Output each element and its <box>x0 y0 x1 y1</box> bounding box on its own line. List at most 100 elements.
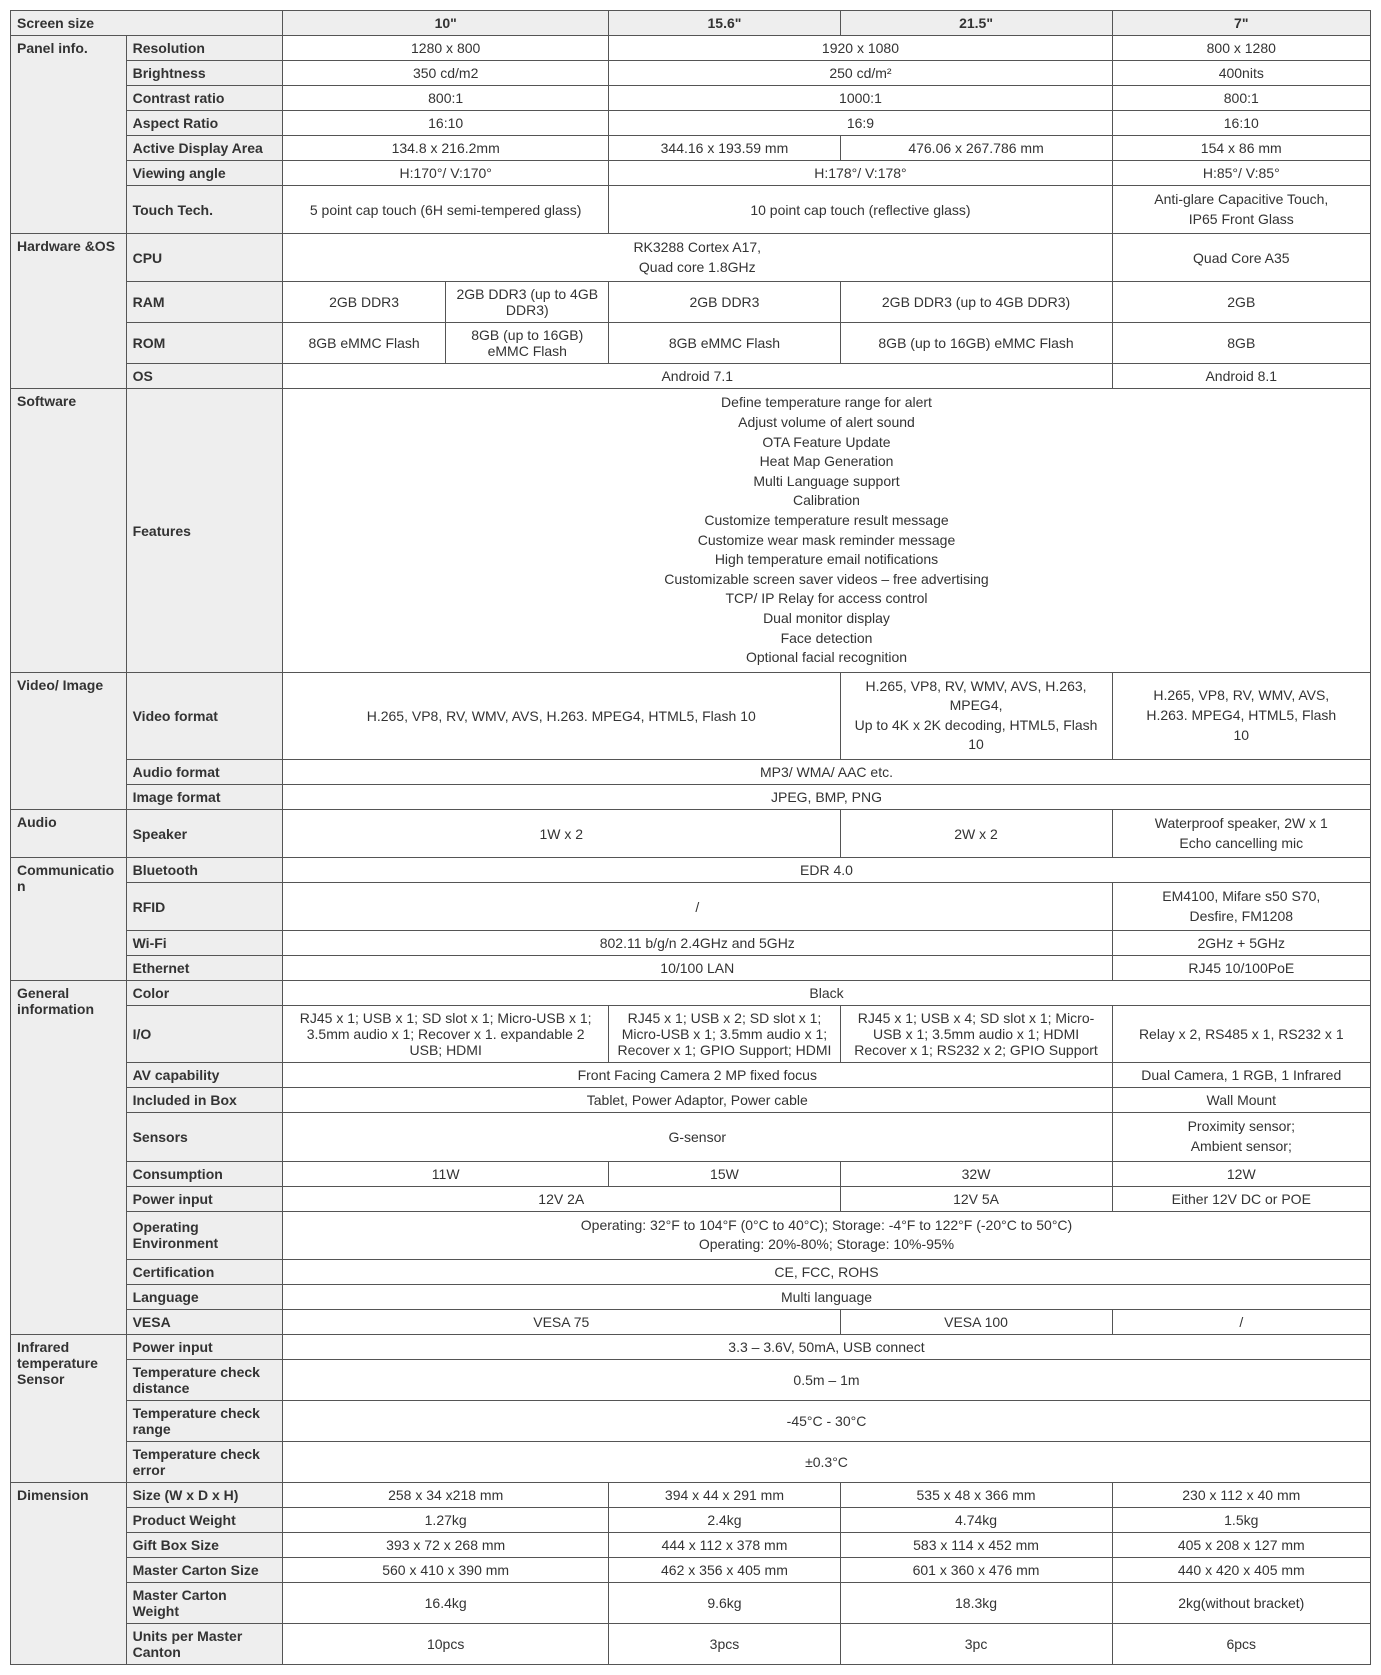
val: 11W <box>282 1161 608 1186</box>
val: 1280 x 800 <box>282 36 608 61</box>
val: 1.5kg <box>1112 1507 1370 1532</box>
val: Relay x 2, RS485 x 1, RS232 x 1 <box>1112 1006 1370 1063</box>
lab-aspect: Aspect Ratio <box>126 111 282 136</box>
val: 4.74kg <box>840 1507 1112 1532</box>
col-215: 21.5" <box>840 11 1112 36</box>
val: 12V 2A <box>282 1186 840 1211</box>
val: 2.4kg <box>609 1507 840 1532</box>
lab-ram: RAM <box>126 282 282 323</box>
lab-cpu: CPU <box>126 234 282 282</box>
lab-vesa: VESA <box>126 1309 282 1334</box>
val: 583 x 114 x 452 mm <box>840 1532 1112 1557</box>
lab-resolution: Resolution <box>126 36 282 61</box>
val: H.265, VP8, RV, WMV, AVS,H.263. MPEG4, H… <box>1112 672 1370 759</box>
val: RJ45 10/100PoE <box>1112 956 1370 981</box>
val: 444 x 112 x 378 mm <box>609 1532 840 1557</box>
val: 2GB DDR3 (up to 4GB DDR3) <box>840 282 1112 323</box>
val: RK3288 Cortex A17,Quad core 1.8GHz <box>282 234 1112 282</box>
val: Android 8.1 <box>1112 364 1370 389</box>
val: 5 point cap touch (6H semi-tempered glas… <box>282 186 608 234</box>
val: 2GB <box>1112 282 1370 323</box>
cat-hw: Hardware &OS <box>11 234 127 389</box>
val: Multi language <box>282 1284 1370 1309</box>
val: 32W <box>840 1161 1112 1186</box>
val: Wall Mount <box>1112 1088 1370 1113</box>
val: / <box>282 883 1112 931</box>
val: 230 x 112 x 40 mm <box>1112 1482 1370 1507</box>
col-7: 7" <box>1112 11 1370 36</box>
lab-active: Active Display Area <box>126 136 282 161</box>
val: 10/100 LAN <box>282 956 1112 981</box>
val: 1000:1 <box>609 86 1112 111</box>
lab-color: Color <box>126 981 282 1006</box>
col-156: 15.6" <box>609 11 840 36</box>
val: 350 cd/m2 <box>282 61 608 86</box>
val: 8GB (up to 16GB) eMMC Flash <box>840 323 1112 364</box>
val: -45°C - 30°C <box>282 1400 1370 1441</box>
val: 2GB DDR3 <box>609 282 840 323</box>
val: RJ45 x 1; USB x 1; SD slot x 1; Micro-US… <box>282 1006 608 1063</box>
val: 1920 x 1080 <box>609 36 1112 61</box>
lab-rom: ROM <box>126 323 282 364</box>
val: JPEG, BMP, PNG <box>282 785 1370 810</box>
lab-speaker: Speaker <box>126 810 282 858</box>
lab-bt: Bluetooth <box>126 858 282 883</box>
val: 3.3 – 3.6V, 50mA, USB connect <box>282 1334 1370 1359</box>
cat-comm: Communication <box>11 858 127 981</box>
val: Proximity sensor;Ambient sensor; <box>1112 1113 1370 1161</box>
lab-irerr: Temperature check error <box>126 1441 282 1482</box>
val: VESA 100 <box>840 1309 1112 1334</box>
val: 1W x 2 <box>282 810 840 858</box>
lab-irpin: Power input <box>126 1334 282 1359</box>
val: 2kg(without bracket) <box>1112 1582 1370 1623</box>
screen-size-header: Screen size <box>11 11 283 36</box>
lab-av: AV capability <box>126 1063 282 1088</box>
val: 10 point cap touch (reflective glass) <box>609 186 1112 234</box>
val: 2GB DDR3 (up to 4GB DDR3) <box>446 282 609 323</box>
lab-features: Features <box>126 389 282 672</box>
val: 800:1 <box>282 86 608 111</box>
lab-lang: Language <box>126 1284 282 1309</box>
val: 344.16 x 193.59 mm <box>609 136 840 161</box>
lab-wifi: Wi-Fi <box>126 931 282 956</box>
lab-sensors: Sensors <box>126 1113 282 1161</box>
val: H:178°/ V:178° <box>609 161 1112 186</box>
val: 800 x 1280 <box>1112 36 1370 61</box>
val: Either 12V DC or POE <box>1112 1186 1370 1211</box>
val: 16:9 <box>609 111 1112 136</box>
val: 462 x 356 x 405 mm <box>609 1557 840 1582</box>
val: 2GB DDR3 <box>282 282 445 323</box>
lab-imagefmt: Image format <box>126 785 282 810</box>
val-features: Define temperature range for alertAdjust… <box>282 389 1370 672</box>
lab-irrange: Temperature check range <box>126 1400 282 1441</box>
val: Operating: 32°F to 104°F (0°C to 40°C); … <box>282 1211 1370 1259</box>
lab-mcw: Master Carton Weight <box>126 1582 282 1623</box>
val: 15W <box>609 1161 840 1186</box>
val: 12W <box>1112 1161 1370 1186</box>
val: H.265, VP8, RV, WMV, AVS, H.263. MPEG4, … <box>282 672 840 759</box>
val: H.265, VP8, RV, WMV, AVS, H.263, MPEG4,U… <box>840 672 1112 759</box>
val: 8GB eMMC Flash <box>609 323 840 364</box>
lab-irdist: Temperature check distance <box>126 1359 282 1400</box>
val: 2GHz + 5GHz <box>1112 931 1370 956</box>
val: Android 7.1 <box>282 364 1112 389</box>
val: 535 x 48 x 366 mm <box>840 1482 1112 1507</box>
cat-sw: Software <box>11 389 127 672</box>
val: H:170°/ V:170° <box>282 161 608 186</box>
lab-io: I/O <box>126 1006 282 1063</box>
val: 394 x 44 x 291 mm <box>609 1482 840 1507</box>
lab-rfid: RFID <box>126 883 282 931</box>
lab-brightness: Brightness <box>126 61 282 86</box>
spec-table: Screen size 10" 15.6" 21.5" 7" Panel inf… <box>10 10 1371 1665</box>
val: CE, FCC, ROHS <box>282 1259 1370 1284</box>
lab-eth: Ethernet <box>126 956 282 981</box>
val: 400nits <box>1112 61 1370 86</box>
val: 800:1 <box>1112 86 1370 111</box>
val: EM4100, Mifare s50 S70,Desfire, FM1208 <box>1112 883 1370 931</box>
val: 393 x 72 x 268 mm <box>282 1532 608 1557</box>
val: G-sensor <box>282 1113 1112 1161</box>
val: / <box>1112 1309 1370 1334</box>
val: Front Facing Camera 2 MP fixed focus <box>282 1063 1112 1088</box>
val: 134.8 x 216.2mm <box>282 136 608 161</box>
val: 476.06 x 267.786 mm <box>840 136 1112 161</box>
